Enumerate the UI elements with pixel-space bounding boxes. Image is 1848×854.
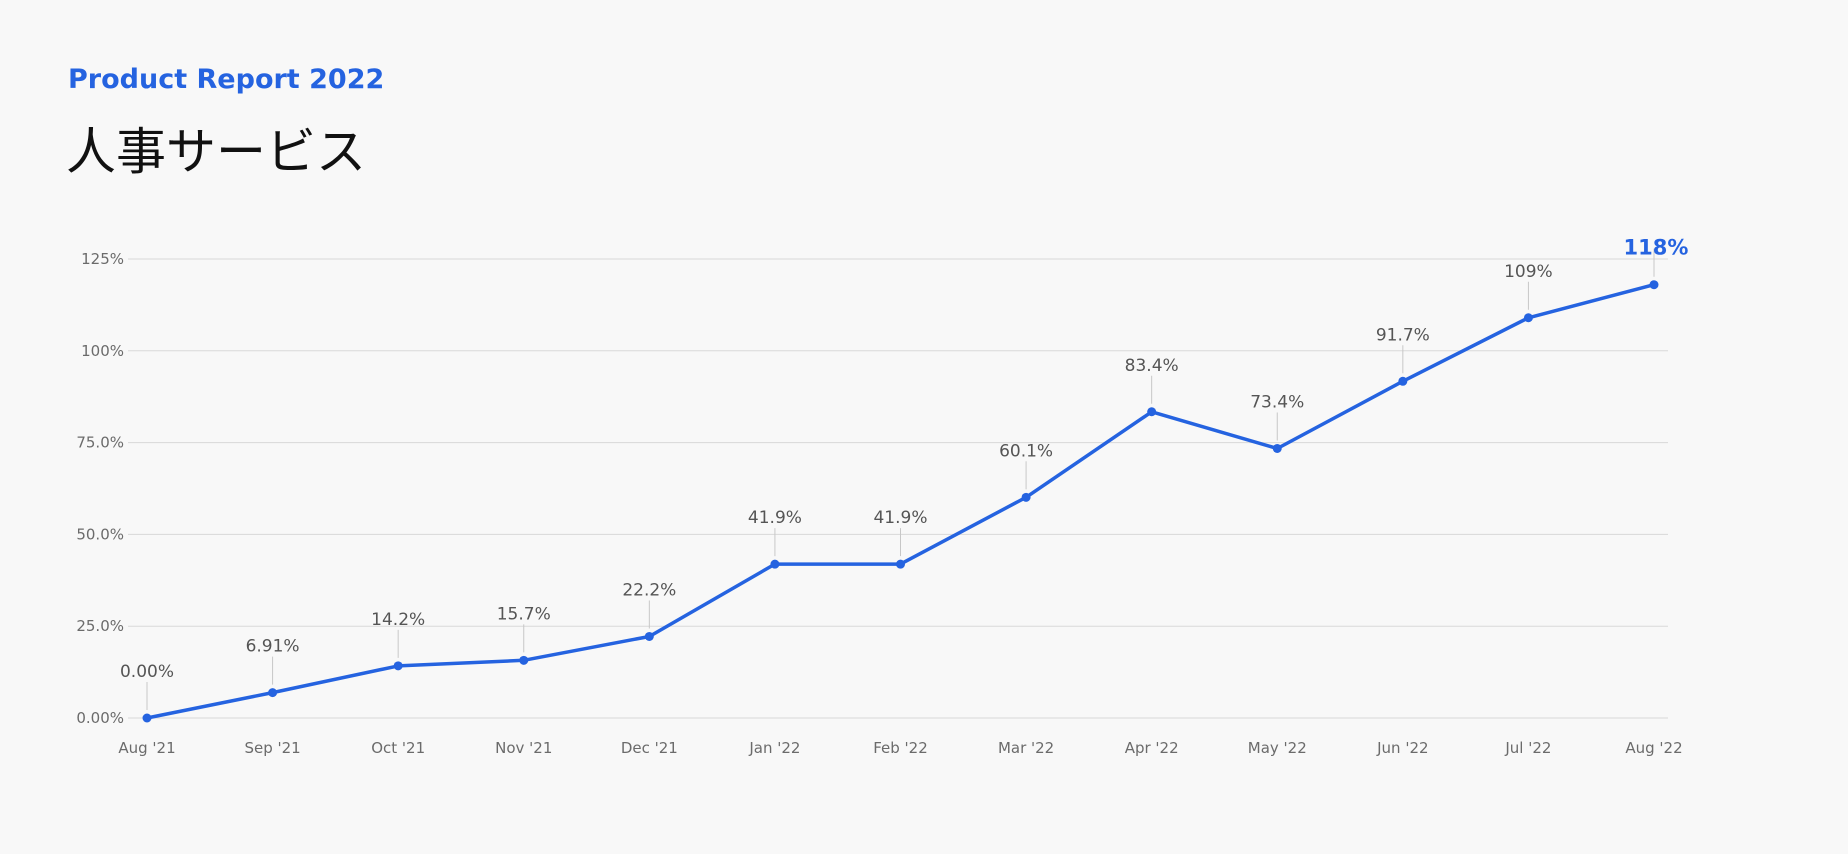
data-label: 14.2% [371, 610, 425, 630]
data-point [268, 688, 278, 698]
data-label: 15.7% [497, 604, 551, 624]
data-label: 41.9% [873, 508, 927, 528]
x-axis-ticks: Aug '21 Sep '21 Oct '21 Nov '21 Dec '21 Jan '… [118, 739, 1682, 757]
data-labels: 0.00% 6.91% 14.2% 15.7% 22.2% 41.9% 41.9% 60.1%… [120, 236, 1688, 682]
data-label: 60.1% [999, 441, 1053, 461]
data-label: 91.7% [1376, 325, 1430, 345]
data-label: 109% [1504, 262, 1553, 282]
x-tick-label: Sep '21 [244, 739, 300, 757]
data-label: 73.4% [1250, 392, 1304, 412]
x-tick-label: Aug '22 [1625, 739, 1682, 757]
series-line-layer [145, 282, 1656, 720]
label-leader-lines [146, 248, 1655, 710]
y-tick-label: 75.0% [76, 434, 124, 452]
data-point [896, 559, 905, 569]
y-tick-label: 0.00% [76, 709, 124, 727]
page-title: 人事サービス [66, 123, 366, 181]
x-tick-label: Nov '21 [495, 739, 552, 757]
report-kicker: Product Report 2022 [68, 64, 385, 95]
data-point [142, 713, 152, 723]
data-point [393, 661, 403, 671]
y-tick-label: 125% [81, 250, 124, 268]
data-label: 118% [1624, 236, 1689, 260]
data-point [519, 655, 529, 665]
y-tick-label: 25.0% [76, 617, 124, 635]
x-tick-label: Oct '21 [371, 739, 425, 757]
x-tick-label: Feb '22 [873, 739, 928, 757]
data-point [1021, 492, 1031, 502]
data-label: 83.4% [1125, 356, 1179, 376]
data-points [142, 280, 1659, 723]
y-tick-label: 50.0% [76, 525, 124, 543]
series-line [145, 282, 1656, 720]
data-point [644, 631, 654, 641]
data-point [1649, 280, 1659, 290]
grid-lines [128, 258, 1668, 719]
data-label: 41.9% [748, 508, 802, 528]
x-tick-label: May '22 [1248, 739, 1307, 757]
x-tick-label: Jul '22 [1504, 739, 1551, 757]
x-tick-label: Aug '21 [118, 739, 175, 757]
data-label: 0.00% [120, 662, 174, 682]
data-point [1523, 313, 1533, 323]
x-tick-label: Jun '22 [1376, 739, 1428, 757]
data-point [1272, 443, 1282, 453]
x-tick-label: Mar '22 [998, 739, 1054, 757]
data-label: 22.2% [622, 580, 676, 600]
data-label: 6.91% [246, 637, 300, 657]
data-point [1398, 376, 1408, 386]
y-axis-ticks: 0.00% 25.0% 50.0% 75.0% 100% 125% [76, 250, 124, 727]
data-point [770, 559, 780, 569]
x-tick-label: Apr '22 [1125, 739, 1179, 757]
x-tick-label: Dec '21 [621, 739, 678, 757]
data-point [1147, 407, 1157, 417]
x-tick-label: Jan '22 [748, 739, 800, 757]
y-tick-label: 100% [81, 342, 124, 360]
